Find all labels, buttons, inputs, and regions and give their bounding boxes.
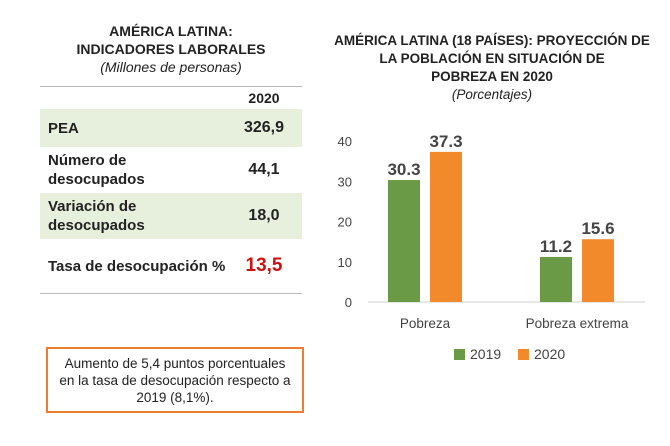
y-tick-label: 20 [338, 215, 352, 230]
bar-2020 [582, 239, 614, 302]
chart-title-line1: AMÉRICA LATINA (18 PAÍSES): PROYECCIÓN D… [334, 33, 650, 48]
row-label: Variación de desocupados [48, 198, 145, 234]
row-value: 18,0 [248, 207, 280, 224]
x-category-label: Pobreza extrema [526, 316, 629, 331]
x-category-label: Pobreza [400, 316, 451, 331]
data-label: 37.3 [429, 132, 462, 151]
bar-2020 [430, 151, 462, 302]
legend-swatch-2020 [518, 349, 529, 360]
row-label: Número de desocupados [48, 152, 145, 188]
table-header-row: 2020 [40, 87, 302, 109]
labor-title-line1: AMÉRICA LATINA: [109, 23, 233, 39]
labor-indicators-panel: AMÉRICA LATINA: INDICADORES LABORALES (M… [40, 22, 302, 294]
data-label: 11.2 [540, 237, 572, 256]
table-row-desocupados: Número de desocupados 44,1 [40, 147, 302, 193]
legend-label: 2019 [470, 346, 501, 362]
bar-2019 [388, 180, 420, 302]
data-label: 15.6 [581, 219, 614, 238]
note-box: Aumento de 5,4 puntos porcentuales en la… [46, 347, 304, 413]
row-value-highlight: 13,5 [245, 255, 283, 276]
poverty-chart-heading: AMÉRICA LATINA (18 PAÍSES): PROYECCIÓN D… [322, 32, 662, 104]
chart-subtitle: (Porcentajes) [451, 87, 533, 102]
table-row-tasa: Tasa de desocupación % 13,5 [40, 239, 302, 294]
data-label: 30.3 [387, 160, 420, 179]
table-row-variacion: Variación de desocupados 18,0 [40, 193, 302, 239]
y-tick-label: 0 [345, 295, 352, 310]
year-header: 2020 [248, 90, 280, 106]
row-value: 326,9 [243, 119, 285, 136]
row-label: Tasa de desocupación % [48, 257, 226, 275]
table-row-pea: PEA 326,9 [40, 109, 302, 147]
labor-indicators-table: 2020 PEA 326,9 Número de desocupados 44,… [40, 86, 302, 294]
legend-swatch-2019 [454, 349, 465, 360]
labor-title-line2: INDICADORES LABORALES [76, 41, 266, 57]
legend-label: 2020 [534, 346, 565, 362]
y-tick-label: 10 [338, 255, 352, 270]
y-tick-label: 40 [338, 134, 352, 149]
note-text: Aumento de 5,4 puntos porcentuales en la… [59, 355, 291, 405]
row-value: 44,1 [248, 161, 280, 178]
labor-subtitle: (Millones de personas) [100, 59, 242, 75]
y-tick-label: 30 [338, 174, 352, 189]
bar-2019 [540, 256, 572, 302]
chart-title-line3: POBREZA EN 2020 [431, 69, 553, 84]
row-label: PEA [48, 119, 79, 137]
chart-title-line2: LA POBLACIÓN EN SITUACIÓN DE [379, 51, 605, 66]
